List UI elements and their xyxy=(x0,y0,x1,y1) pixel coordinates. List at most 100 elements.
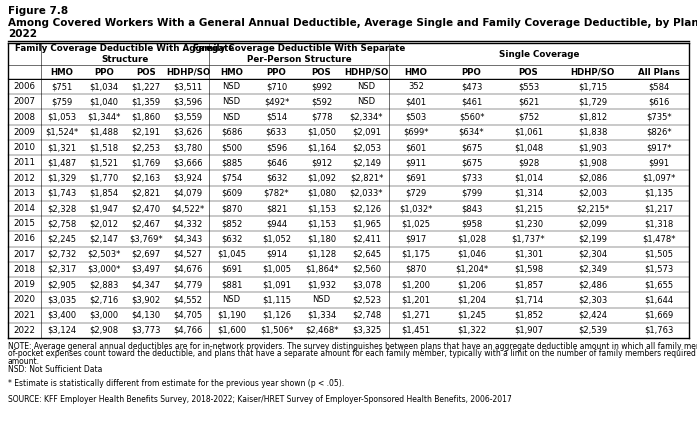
Text: $843: $843 xyxy=(461,204,482,213)
Text: $1,715: $1,715 xyxy=(578,82,607,91)
Text: $2,334*: $2,334* xyxy=(350,113,383,122)
Text: $4,552: $4,552 xyxy=(174,295,203,304)
Text: 352: 352 xyxy=(408,82,424,91)
Text: $2,470: $2,470 xyxy=(132,204,160,213)
Text: $1,451: $1,451 xyxy=(401,326,431,335)
Text: $3,666: $3,666 xyxy=(174,158,203,167)
Text: $401: $401 xyxy=(406,97,427,106)
Text: $4,527: $4,527 xyxy=(174,250,203,259)
Text: $2,033*: $2,033* xyxy=(350,189,383,198)
Text: $3,000: $3,000 xyxy=(89,311,118,320)
Text: $1,230: $1,230 xyxy=(514,219,543,228)
Text: HMO: HMO xyxy=(51,68,73,76)
Text: $3,626: $3,626 xyxy=(174,128,203,137)
Text: $1,729: $1,729 xyxy=(578,97,607,106)
Text: $1,344*: $1,344* xyxy=(87,113,121,122)
Text: $944: $944 xyxy=(266,219,287,228)
Text: $1,518: $1,518 xyxy=(89,143,118,152)
Text: $1,598: $1,598 xyxy=(514,265,543,274)
Text: $3,780: $3,780 xyxy=(174,143,203,152)
Text: $2,716: $2,716 xyxy=(89,295,118,304)
Text: HDHP/SO: HDHP/SO xyxy=(344,68,389,76)
Text: $1,854: $1,854 xyxy=(89,189,118,198)
Text: $1,506*: $1,506* xyxy=(260,326,293,335)
Text: NSD: NSD xyxy=(312,295,330,304)
Text: $1,907: $1,907 xyxy=(514,326,543,335)
Text: $686: $686 xyxy=(221,128,243,137)
Text: $1,204*: $1,204* xyxy=(455,265,488,274)
Text: $1,903: $1,903 xyxy=(578,143,607,152)
Text: $1,115: $1,115 xyxy=(262,295,291,304)
Text: $2,245: $2,245 xyxy=(47,235,77,244)
Text: $992: $992 xyxy=(311,82,332,91)
Text: $2,163: $2,163 xyxy=(131,173,160,182)
Text: $2,908: $2,908 xyxy=(89,326,118,335)
Text: $596: $596 xyxy=(266,143,287,152)
Text: $1,061: $1,061 xyxy=(514,128,543,137)
Text: POS: POS xyxy=(136,68,156,76)
Text: $1,743: $1,743 xyxy=(47,189,77,198)
Text: $2,199: $2,199 xyxy=(578,235,607,244)
Text: $1,947: $1,947 xyxy=(89,204,118,213)
Text: $1,573: $1,573 xyxy=(644,265,673,274)
Text: NSD: NSD xyxy=(358,82,376,91)
Text: $729: $729 xyxy=(406,189,427,198)
Text: Family Coverage Deductible With Aggregate
Structure: Family Coverage Deductible With Aggregat… xyxy=(15,44,235,64)
Text: $1,314: $1,314 xyxy=(514,189,543,198)
Text: $1,857: $1,857 xyxy=(514,280,543,289)
Text: 2010: 2010 xyxy=(13,143,36,152)
Text: $3,400: $3,400 xyxy=(47,311,77,320)
Text: $2,304: $2,304 xyxy=(578,250,607,259)
Text: $632: $632 xyxy=(221,235,242,244)
Text: 2007: 2007 xyxy=(13,97,36,106)
Text: 2012: 2012 xyxy=(13,173,36,182)
Text: $870: $870 xyxy=(221,204,242,213)
Text: $1,153: $1,153 xyxy=(307,219,336,228)
Text: HDHP/SO: HDHP/SO xyxy=(166,68,210,76)
Text: $1,271: $1,271 xyxy=(401,311,431,320)
Text: $4,676: $4,676 xyxy=(174,265,203,274)
Text: $1,005: $1,005 xyxy=(262,265,291,274)
Text: $2,758: $2,758 xyxy=(47,219,77,228)
Text: $1,206: $1,206 xyxy=(457,280,486,289)
Text: $852: $852 xyxy=(221,219,242,228)
Text: PPO: PPO xyxy=(461,68,482,76)
Text: $2,328: $2,328 xyxy=(47,204,77,213)
Text: $2,303: $2,303 xyxy=(578,295,607,304)
Text: $4,343: $4,343 xyxy=(174,235,203,244)
Text: $1,245: $1,245 xyxy=(457,311,486,320)
Text: PPO: PPO xyxy=(94,68,114,76)
Text: * Estimate is statistically different from estimate for the previous year shown : * Estimate is statistically different fr… xyxy=(8,380,344,388)
Text: $2,349: $2,349 xyxy=(578,265,607,274)
Text: $1,091: $1,091 xyxy=(262,280,291,289)
Text: $2,821: $2,821 xyxy=(132,189,160,198)
Text: $646: $646 xyxy=(266,158,287,167)
Text: $1,126: $1,126 xyxy=(262,311,291,320)
Text: $2,539: $2,539 xyxy=(578,326,607,335)
Text: $1,334: $1,334 xyxy=(307,311,336,320)
Text: $2,486: $2,486 xyxy=(578,280,607,289)
Text: $1,600: $1,600 xyxy=(217,326,246,335)
Text: $616: $616 xyxy=(648,97,670,106)
Text: $2,732: $2,732 xyxy=(47,250,77,259)
Text: NSD: NSD xyxy=(358,97,376,106)
Text: $1,190: $1,190 xyxy=(217,311,246,320)
Text: 2015: 2015 xyxy=(13,219,36,228)
Text: $699*: $699* xyxy=(404,128,429,137)
Text: NSD: NSD xyxy=(222,97,240,106)
Text: $2,147: $2,147 xyxy=(89,235,118,244)
Text: $1,478*: $1,478* xyxy=(642,235,676,244)
Text: of-pocket expenses count toward the deductible, and plans that have a separate a: of-pocket expenses count toward the dedu… xyxy=(8,349,697,359)
Text: $3,773: $3,773 xyxy=(131,326,161,335)
Text: $1,301: $1,301 xyxy=(514,250,543,259)
Text: $1,763: $1,763 xyxy=(644,326,674,335)
Text: $2,411: $2,411 xyxy=(352,235,381,244)
Text: $778: $778 xyxy=(311,113,332,122)
Text: $2,126: $2,126 xyxy=(352,204,381,213)
Text: 2006: 2006 xyxy=(13,82,36,91)
Text: $1,180: $1,180 xyxy=(307,235,336,244)
Text: $958: $958 xyxy=(461,219,482,228)
Text: 2019: 2019 xyxy=(13,280,36,289)
Text: $503: $503 xyxy=(406,113,427,122)
Text: $1,852: $1,852 xyxy=(514,311,543,320)
